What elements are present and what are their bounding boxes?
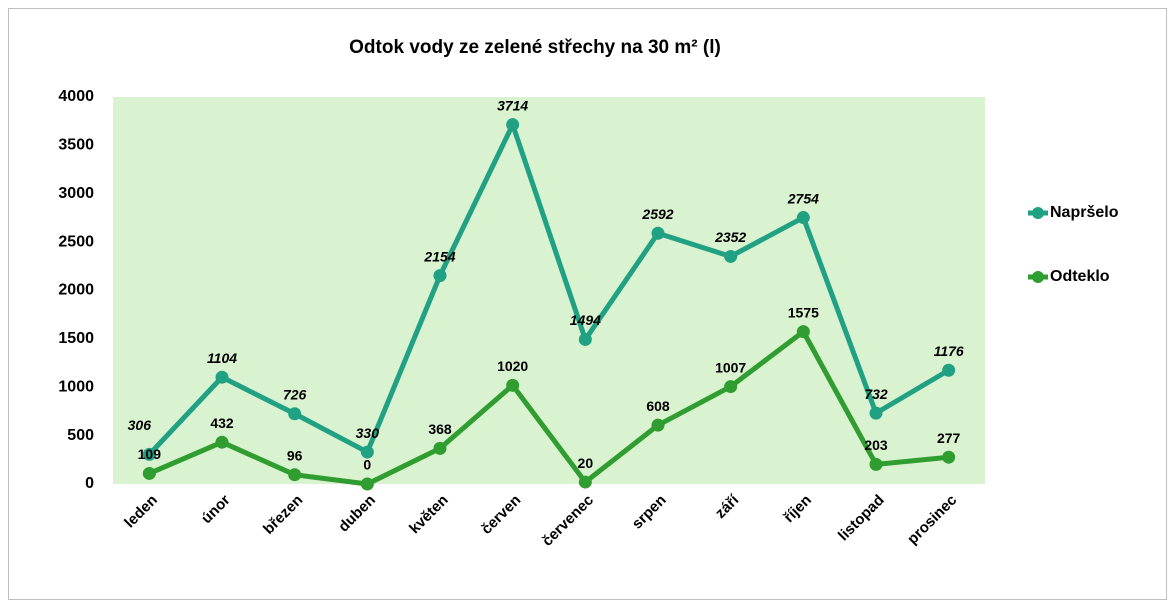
- data-point: [506, 378, 520, 392]
- data-label: 2592: [641, 206, 673, 222]
- data-label: 432: [210, 415, 234, 431]
- data-point: [578, 332, 592, 346]
- series-line: [147, 122, 950, 457]
- y-tick-label: 500: [67, 427, 94, 444]
- data-label: 732: [864, 386, 888, 402]
- data-point: [869, 457, 883, 471]
- data-label: 2154: [423, 248, 455, 264]
- data-point: [724, 249, 738, 263]
- data-label: 3714: [497, 97, 528, 113]
- data-point: [651, 226, 665, 240]
- data-label: 109: [138, 446, 162, 462]
- series-line: [148, 329, 949, 487]
- data-label: 330: [356, 425, 380, 441]
- data-label: 1020: [497, 358, 528, 374]
- data-point: [360, 445, 374, 459]
- data-point: [651, 418, 665, 432]
- data-point: [215, 370, 229, 384]
- data-point: [796, 325, 810, 339]
- data-point: [288, 407, 302, 421]
- data-label: 2754: [787, 190, 819, 206]
- data-point: [433, 269, 447, 283]
- data-label: 203: [864, 437, 888, 453]
- data-label: 1575: [788, 304, 819, 320]
- data-label: 1104: [207, 350, 237, 366]
- y-tick-label: 0: [85, 475, 94, 492]
- y-tick-label: 3000: [58, 185, 94, 202]
- data-label: 608: [646, 398, 670, 414]
- data-label: 368: [428, 421, 452, 437]
- data-point: [142, 466, 156, 480]
- data-point: [942, 450, 956, 464]
- data-point: [433, 441, 447, 455]
- legend-marker: [1032, 207, 1044, 219]
- data-point: [869, 406, 883, 420]
- data-point: [942, 363, 956, 377]
- data-label: 20: [578, 455, 594, 471]
- data-label: 277: [937, 430, 961, 446]
- data-point: [215, 435, 229, 449]
- data-point: [142, 447, 156, 461]
- data-point: [506, 118, 520, 132]
- data-point: [288, 468, 302, 482]
- data-label: 306: [128, 417, 152, 433]
- y-tick-label: 2500: [58, 233, 94, 250]
- y-tick-label: 4000: [58, 88, 94, 105]
- data-label: 96: [287, 447, 303, 463]
- legend-marker: [1032, 271, 1044, 283]
- data-point: [578, 475, 592, 489]
- plot-area: [113, 97, 985, 484]
- data-point: [724, 380, 738, 394]
- chart-title: Odtok vody ze zelené střechy na 30 m² (l…: [349, 37, 721, 58]
- y-tick-label: 1500: [58, 330, 94, 347]
- legend-label: Odteklo: [1050, 268, 1110, 285]
- data-label: 726: [283, 386, 307, 402]
- data-label: 0: [363, 457, 371, 473]
- y-tick-label: 3500: [58, 137, 94, 154]
- y-tick-label: 2000: [58, 282, 94, 299]
- data-point: [796, 211, 810, 225]
- legend-label: Napršelo: [1050, 204, 1119, 221]
- data-point: [360, 477, 374, 491]
- data-label: 1176: [934, 343, 964, 359]
- data-label: 1494: [570, 312, 601, 328]
- data-label: 1007: [715, 359, 746, 375]
- data-label: 2352: [714, 229, 746, 245]
- y-tick-label: 1000: [58, 378, 94, 395]
